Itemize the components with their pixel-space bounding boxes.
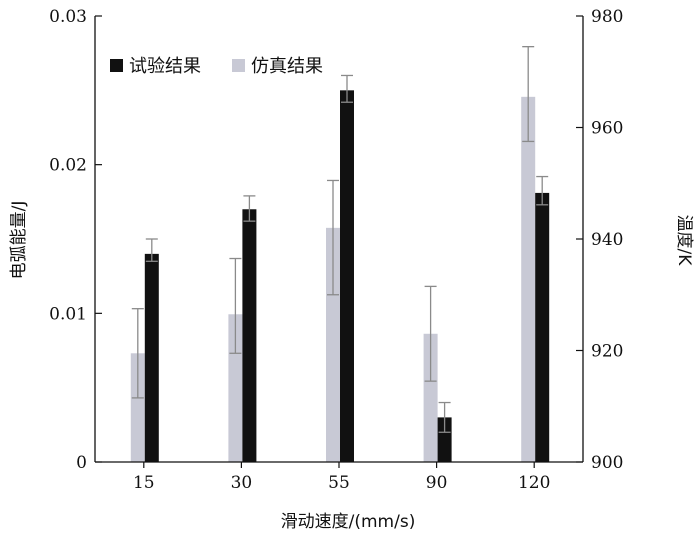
y-axis-title-left: 电弧能量/J <box>9 201 29 280</box>
x-tick-label-120: 120 <box>518 473 550 493</box>
error-bar-sim-120 <box>522 46 535 143</box>
legend-swatch-test <box>110 59 123 72</box>
error-bar-sim-55 <box>327 179 339 296</box>
error-bar-sim-15 <box>131 308 144 399</box>
bar-test-15 <box>144 253 159 462</box>
y-tick-label-left-0.01: 0.01 <box>49 304 87 324</box>
error-bar-test-90 <box>438 401 451 433</box>
bar-test-120 <box>535 192 550 462</box>
error-bar-test-55 <box>341 74 353 103</box>
y-tick-label-right-960: 960 <box>591 119 623 139</box>
error-bar-test-120 <box>536 175 549 206</box>
x-tick-label-30: 30 <box>231 473 253 493</box>
bar-test-55 <box>340 90 354 462</box>
y-tick-label-right-920: 920 <box>591 342 623 362</box>
bar-sim-55 <box>326 227 340 462</box>
bars-layer <box>130 90 550 463</box>
bar-test-30 <box>242 209 257 462</box>
y-tick-label-right-900: 900 <box>591 453 623 473</box>
x-axis-title: 滑动速度/(mm/s) <box>281 512 416 532</box>
bar-test-90 <box>437 417 452 462</box>
axes-layer: 15 30 55 90 120 0 0.01 0.02 0.03 900 920 940 960 980 <box>49 7 623 493</box>
error-bar-sim-90 <box>424 285 437 382</box>
y-tick-label-left-0: 0 <box>76 453 87 473</box>
bar-sim-30 <box>228 314 243 462</box>
legend-swatch-sim <box>232 59 245 72</box>
error-bars-layer <box>131 46 549 433</box>
bar-sim-90 <box>423 333 438 462</box>
legend-label-test: 试验结果 <box>129 56 201 77</box>
y-axis-title-right: 温度/K <box>674 215 694 267</box>
bar-sim-120 <box>521 96 536 463</box>
bar-sim-15 <box>130 353 145 462</box>
legend: 试验结果 仿真结果 <box>110 56 323 77</box>
y-tick-label-left-0.03: 0.03 <box>49 7 87 27</box>
y-tick-label-right-940: 940 <box>591 230 623 250</box>
legend-label-sim: 仿真结果 <box>251 56 323 77</box>
x-tick-label-15: 15 <box>133 473 155 493</box>
error-bar-test-15 <box>145 238 158 262</box>
y-tick-label-right-980: 980 <box>591 7 623 27</box>
y-tick-label-left-0.02: 0.02 <box>49 156 87 176</box>
error-bar-sim-30 <box>229 257 242 354</box>
x-tick-label-90: 90 <box>426 473 448 493</box>
error-bar-test-30 <box>243 195 256 222</box>
x-tick-label-55: 55 <box>328 473 350 493</box>
